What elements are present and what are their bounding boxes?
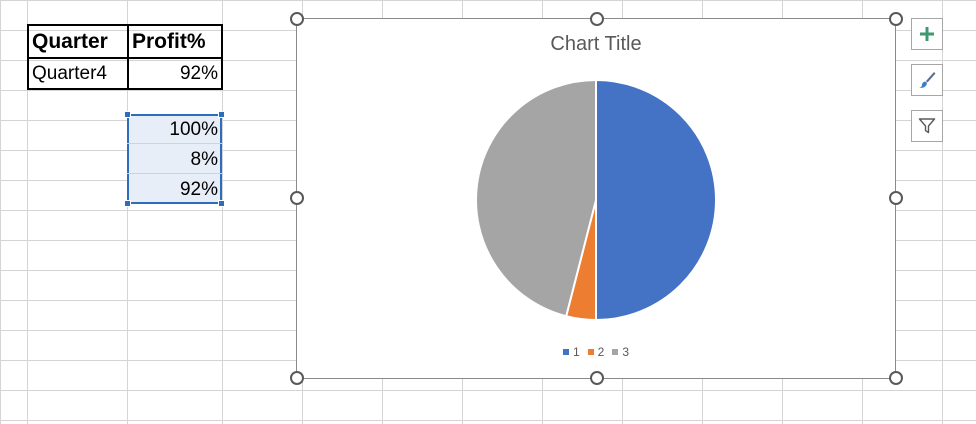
legend-item-3[interactable]: 3 bbox=[612, 345, 629, 359]
legend-swatch bbox=[612, 349, 619, 355]
selection-handle[interactable] bbox=[124, 111, 131, 118]
chart-resize-handle[interactable] bbox=[889, 191, 903, 205]
chart-title[interactable]: Chart Title bbox=[550, 33, 642, 55]
grid-col-line bbox=[942, 0, 943, 424]
legend-label: 2 bbox=[597, 345, 605, 359]
header-quarter[interactable]: Quarter bbox=[32, 30, 108, 53]
cell-value[interactable]: 100% bbox=[169, 119, 218, 140]
chart-resize-handle[interactable] bbox=[290, 371, 304, 385]
selection-handle[interactable] bbox=[218, 111, 225, 118]
legend-item-2[interactable]: 2 bbox=[587, 345, 605, 359]
cell-value[interactable]: 8% bbox=[190, 149, 218, 170]
legend-item-1[interactable]: 1 bbox=[562, 345, 580, 359]
pie-chart[interactable]: Chart Title 1 2 3 bbox=[296, 18, 896, 379]
filter-icon bbox=[918, 118, 936, 134]
grid-col-line bbox=[27, 0, 28, 424]
chart-resize-handle[interactable] bbox=[889, 371, 903, 385]
chart-styles-button[interactable] bbox=[911, 64, 943, 96]
chart-filters-button[interactable] bbox=[911, 110, 943, 142]
header-profit[interactable]: Profit% bbox=[132, 30, 206, 53]
legend-label: 1 bbox=[572, 345, 580, 359]
chart-resize-handle[interactable] bbox=[889, 12, 903, 26]
pie-slice-3[interactable] bbox=[475, 78, 597, 318]
selection-handle[interactable] bbox=[218, 200, 225, 207]
legend-swatch bbox=[587, 349, 594, 355]
selection-handle[interactable] bbox=[124, 200, 131, 207]
chart-resize-handle[interactable] bbox=[290, 12, 304, 26]
table-divider bbox=[27, 57, 223, 59]
pie-plot-area[interactable] bbox=[297, 19, 897, 380]
chart-resize-handle[interactable] bbox=[590, 12, 604, 26]
grid-col-line bbox=[127, 0, 128, 424]
chart-resize-handle[interactable] bbox=[290, 191, 304, 205]
chart-legend[interactable]: 1 2 3 bbox=[297, 345, 895, 359]
grid-col-line bbox=[222, 0, 223, 424]
range-divider bbox=[127, 173, 222, 174]
cell-quarter[interactable]: Quarter4 bbox=[32, 63, 107, 84]
legend-label: 3 bbox=[622, 345, 630, 359]
selected-range[interactable] bbox=[127, 114, 222, 204]
chart-elements-button[interactable] bbox=[911, 18, 943, 50]
cell-profit[interactable]: 92% bbox=[179, 63, 218, 84]
legend-swatch bbox=[562, 349, 569, 355]
plus-icon bbox=[920, 27, 934, 41]
paintbrush-icon bbox=[919, 72, 936, 88]
chart-resize-handle[interactable] bbox=[590, 371, 604, 385]
pie-slice-1[interactable] bbox=[595, 78, 717, 322]
range-divider bbox=[127, 143, 222, 144]
cell-value[interactable]: 92% bbox=[179, 179, 218, 200]
